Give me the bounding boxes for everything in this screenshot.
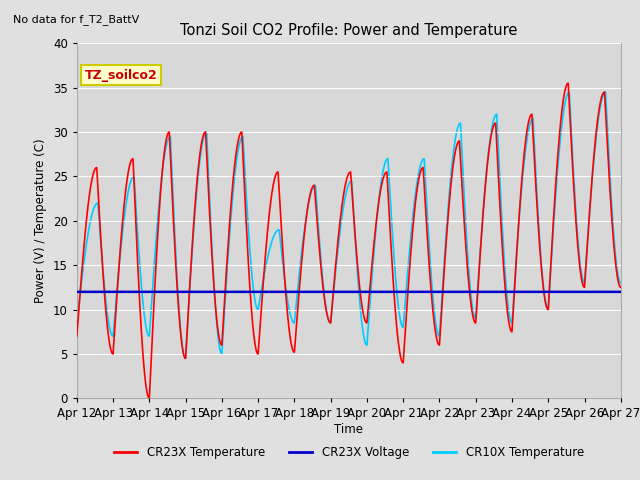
Legend: CR23X Temperature, CR23X Voltage, CR10X Temperature: CR23X Temperature, CR23X Voltage, CR10X …: [109, 441, 589, 464]
Text: No data for f_T2_BattV: No data for f_T2_BattV: [13, 13, 139, 24]
Title: Tonzi Soil CO2 Profile: Power and Temperature: Tonzi Soil CO2 Profile: Power and Temper…: [180, 23, 518, 38]
Y-axis label: Power (V) / Temperature (C): Power (V) / Temperature (C): [35, 139, 47, 303]
X-axis label: Time: Time: [334, 423, 364, 436]
Text: TZ_soilco2: TZ_soilco2: [85, 69, 157, 82]
